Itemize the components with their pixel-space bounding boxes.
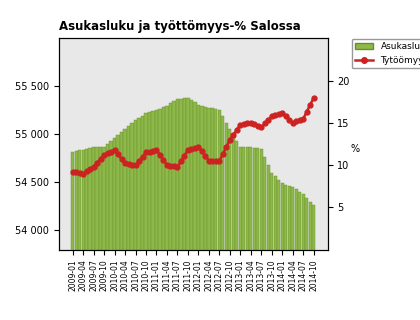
Bar <box>228 129 231 320</box>
Bar <box>218 110 221 320</box>
Bar <box>110 141 113 320</box>
Bar <box>152 111 155 320</box>
Bar <box>232 135 235 320</box>
Bar <box>95 147 99 320</box>
Bar <box>281 183 284 320</box>
Bar <box>141 116 144 320</box>
Bar <box>197 105 200 320</box>
Bar <box>211 108 214 320</box>
Bar <box>127 126 130 320</box>
Bar <box>246 147 249 320</box>
Bar <box>270 173 273 320</box>
Bar <box>291 187 294 320</box>
Bar <box>172 101 176 320</box>
Bar <box>131 123 134 320</box>
Bar <box>92 147 95 320</box>
Bar <box>186 98 189 320</box>
Bar <box>309 202 312 320</box>
Bar <box>155 110 158 320</box>
Bar <box>169 103 172 320</box>
Bar <box>214 109 218 320</box>
Bar <box>284 185 287 320</box>
Bar <box>183 98 186 320</box>
Bar <box>102 147 105 320</box>
Bar <box>242 147 245 320</box>
Bar <box>204 107 207 320</box>
Bar <box>260 149 263 320</box>
Bar <box>193 102 197 320</box>
Bar <box>277 180 281 320</box>
Bar <box>78 150 81 320</box>
Bar <box>235 141 239 320</box>
Bar <box>256 148 260 320</box>
Bar <box>148 112 151 320</box>
Bar <box>249 147 252 320</box>
Bar <box>162 107 165 320</box>
Y-axis label: %: % <box>351 144 360 154</box>
Bar <box>176 99 179 320</box>
Bar <box>298 192 302 320</box>
Bar <box>137 118 141 320</box>
Bar <box>81 150 85 320</box>
Bar <box>302 194 305 320</box>
Bar <box>253 148 256 320</box>
Bar <box>207 108 210 320</box>
Bar <box>165 106 168 320</box>
Bar <box>312 205 315 320</box>
Bar <box>116 135 120 320</box>
Bar <box>134 120 137 320</box>
Bar <box>225 123 228 320</box>
Bar <box>106 144 109 320</box>
Bar <box>267 165 270 320</box>
Legend: Asukasluku, Tytöömyys-%: Asukasluku, Tytöömyys-% <box>352 39 420 68</box>
Bar <box>123 129 126 320</box>
Bar <box>263 157 266 320</box>
Bar <box>305 198 308 320</box>
Bar <box>113 138 116 320</box>
Bar <box>239 147 242 320</box>
Bar <box>288 186 291 320</box>
Bar <box>74 151 78 320</box>
Bar <box>200 106 204 320</box>
Bar <box>158 109 162 320</box>
Text: Asukasluku ja työttömyys-% Salossa: Asukasluku ja työttömyys-% Salossa <box>59 20 301 33</box>
Bar <box>221 116 224 320</box>
Bar <box>85 149 88 320</box>
Bar <box>89 148 92 320</box>
Bar <box>190 100 193 320</box>
Bar <box>295 189 298 320</box>
Bar <box>71 152 74 320</box>
Bar <box>274 176 277 320</box>
Bar <box>99 147 102 320</box>
Bar <box>120 132 123 320</box>
Bar <box>179 99 183 320</box>
Bar <box>144 113 147 320</box>
